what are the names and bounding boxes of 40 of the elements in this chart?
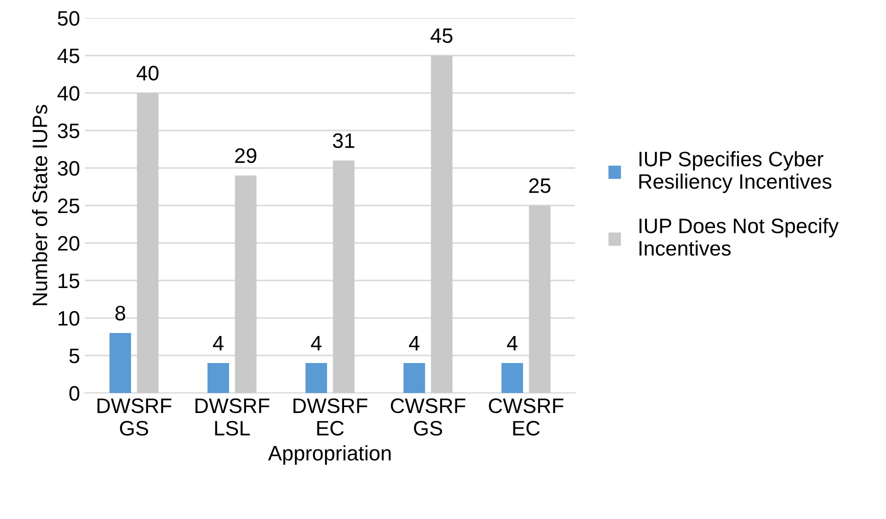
- data-label: 31: [332, 133, 354, 148]
- y-tick-label: 25: [58, 198, 80, 214]
- y-tick-label: 50: [58, 11, 80, 26]
- bar: [208, 363, 230, 393]
- data-label: 4: [506, 336, 518, 350]
- x-tick-label: DWSRF EC: [294, 398, 368, 436]
- y-tick-label: 20: [58, 236, 80, 251]
- data-label: 45: [430, 28, 452, 44]
- bar: [528, 206, 550, 393]
- y-axis-title: Number of State IUPs: [32, 104, 48, 306]
- data-label: 25: [529, 178, 550, 194]
- data-label: 4: [310, 336, 322, 350]
- y-tick-label: 45: [57, 48, 80, 64]
- y-tick-label: 5: [69, 348, 80, 364]
- data-label: 4: [408, 336, 420, 350]
- bar: [136, 93, 158, 393]
- x-tick-label: CWSRF EC: [488, 398, 564, 436]
- bar: [430, 56, 452, 393]
- data-label: 40: [136, 66, 158, 81]
- y-tick-label: 35: [58, 124, 80, 138]
- legend-label: IUP Specifies Cyber Resiliency Incentives: [639, 151, 832, 193]
- y-tick-label: 10: [58, 311, 80, 326]
- bar: [306, 363, 328, 393]
- x-tick-label: DWSRF LSL: [196, 398, 270, 436]
- data-label: 8: [115, 306, 126, 321]
- bar: [502, 363, 524, 393]
- data-label: 4: [212, 336, 224, 350]
- bar: [234, 176, 256, 393]
- x-tick-label: DWSRF GS: [98, 398, 172, 436]
- legend-label: IUP Does Not Specify Incentives: [640, 218, 839, 256]
- bar: [332, 160, 354, 393]
- y-tick-label: 30: [58, 161, 80, 176]
- y-tick-label: 15: [58, 274, 80, 288]
- y-tick-label: 0: [69, 386, 80, 401]
- x-axis-title: Appropriation: [268, 445, 391, 465]
- bar: [404, 363, 426, 393]
- x-tick-label: CWSRF GS: [390, 398, 466, 436]
- y-tick-label: 40: [57, 86, 80, 101]
- bar: [110, 333, 132, 393]
- data-label: 29: [235, 148, 256, 164]
